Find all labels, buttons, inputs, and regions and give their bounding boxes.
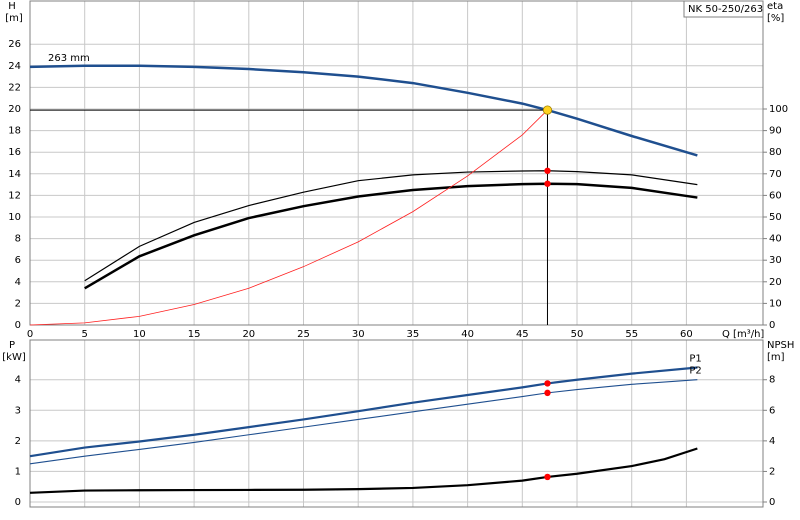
y2-axis-unit: [%] [767,13,784,24]
x-tick-label: 40 [461,329,474,340]
y-tick-label: 2 [15,436,21,447]
y2-tick-label: 10 [769,298,782,309]
y2-axis-label: NPSH [767,340,794,351]
series-line [29,109,548,326]
y-tick-label: 8 [15,234,21,245]
y2-tick-label: 80 [769,147,782,158]
series-label: 263 mm [48,53,90,64]
series-line [29,379,698,465]
x-tick-label: 20 [242,329,255,340]
plot-frame [29,0,764,326]
y2-axis-label: eta [767,1,783,12]
y-tick-label: 14 [8,169,21,180]
y2-tick-label: 40 [769,234,782,245]
y2-tick-label: 0 [769,497,775,508]
y2-axis-unit: [m] [767,352,785,363]
y2-tick-label: 20 [769,277,782,288]
series-line [84,170,698,282]
y-tick-label: 4 [15,375,21,386]
series-line [29,447,698,494]
y2-tick-label: 0 [769,320,775,331]
y-tick-label: 2 [15,298,21,309]
x-axis-label: Q [m³/h] [722,329,764,340]
y2-tick-label: 2 [769,466,775,477]
y-axis-unit: [kW] [2,352,26,363]
plot-frame [29,339,764,508]
x-tick-label: 15 [188,329,201,340]
y2-tick-label: 8 [769,375,775,386]
y-axis-label: H [8,1,16,12]
operating-point [544,473,551,481]
series-line [29,64,698,157]
x-tick-label: 25 [297,329,310,340]
x-tick-label: 10 [133,329,146,340]
y-tick-label: 1 [15,466,21,477]
series-line [84,182,698,290]
y2-tick-label: 50 [769,212,782,223]
series-line [29,366,698,458]
y2-tick-label: 4 [769,436,775,447]
x-tick-label: 30 [352,329,365,340]
x-tick-label: 50 [571,329,584,340]
y2-tick-label: 70 [769,169,782,180]
y-axis-unit: [m] [5,13,23,24]
x-tick-label: 45 [516,329,529,340]
y-tick-label: 10 [8,212,21,223]
y2-tick-label: 60 [769,190,782,201]
title-box [683,0,764,18]
y2-tick-label: 90 [769,126,782,137]
y2-tick-label: 6 [769,405,775,416]
x-tick-label: 0 [27,329,33,340]
x-tick-label: 55 [625,329,638,340]
y2-tick-label: 30 [769,255,782,266]
y-tick-label: 3 [15,405,21,416]
operating-point [544,380,551,387]
y-tick-label: 0 [15,320,21,331]
operating-point [544,167,551,174]
y-tick-label: 18 [8,126,21,137]
y2-tick-label: 100 [769,104,788,115]
x-tick-label: 60 [680,329,693,340]
y-tick-label: 16 [8,147,21,158]
y-tick-label: 0 [15,497,21,508]
y-tick-label: 20 [8,104,21,115]
x-tick-label: 5 [82,329,88,340]
y-tick-label: 22 [8,82,21,93]
operating-point [542,105,553,115]
y-axis-label: P [9,340,15,351]
chart-title: NK 50-250/263 [688,4,763,15]
y-tick-label: 26 [8,39,21,50]
operating-point [544,389,551,397]
x-tick-label: 35 [407,329,420,340]
y-tick-label: 24 [8,61,21,72]
y-tick-label: 4 [15,277,21,288]
y-tick-label: 6 [15,255,21,266]
operating-point [544,180,551,187]
y-tick-label: 12 [8,190,21,201]
series-label: P1 [689,354,701,365]
series-label: P2 [689,366,701,377]
